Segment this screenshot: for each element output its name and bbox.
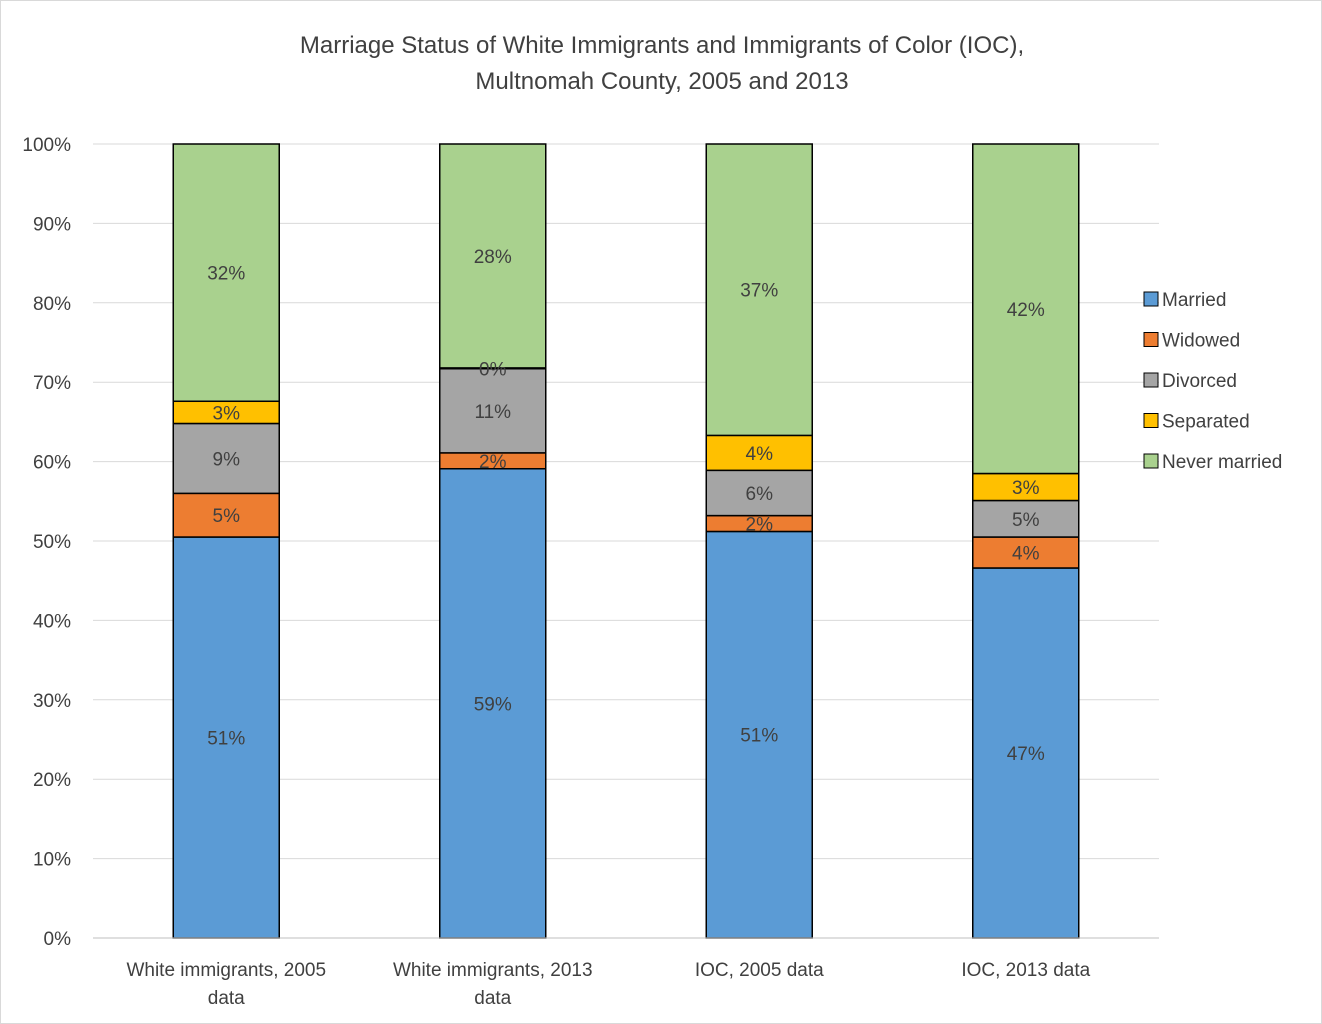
data-label-separated: 3% xyxy=(213,403,241,424)
x-category-label: IOC, 2013 data xyxy=(961,960,1090,981)
legend-swatch-separated xyxy=(1143,413,1159,428)
x-category-label: data xyxy=(474,988,511,1009)
data-label-separated: 4% xyxy=(746,444,774,465)
data-label-widowed: 5% xyxy=(213,506,241,527)
data-label-never-married: 37% xyxy=(740,281,778,302)
legend-item-never-married: Never married xyxy=(1143,452,1282,473)
data-label-separated: 3% xyxy=(1012,478,1040,499)
y-tick-label: 20% xyxy=(33,770,71,791)
data-label-divorced: 5% xyxy=(1012,510,1040,531)
bar-segment-separated xyxy=(972,472,1080,502)
x-category-label: White immigrants, 2005 xyxy=(126,960,326,981)
y-axis: 0% 10% 20% 30% 40% 50% 60% 70% 80% 90% 100% xyxy=(22,135,71,950)
legend-item-separated: Separated xyxy=(1143,412,1250,433)
data-label-married: 51% xyxy=(740,726,778,747)
legend-label-separated: Separated xyxy=(1162,412,1250,433)
data-label-widowed: 2% xyxy=(479,452,507,473)
chart-title-line-2: Multnomah County, 2005 and 2013 xyxy=(475,68,848,95)
bar-segment-never-married xyxy=(172,143,280,403)
legend-swatch-never-married xyxy=(1143,453,1159,469)
y-tick-label: 0% xyxy=(44,929,72,950)
bar-segment-widowed xyxy=(972,536,1080,569)
data-label-widowed: 2% xyxy=(746,515,774,536)
y-tick-label: 40% xyxy=(33,611,71,632)
y-tick-label: 10% xyxy=(33,850,71,871)
bar-segment-married xyxy=(172,536,280,939)
data-labels: 51% 5% 9% 3% 32% 59% 2% 11% 0% 28% 51% 2% 6% 4% 37% 47%… xyxy=(207,247,1045,765)
y-tick-label: 50% xyxy=(33,532,71,553)
legend-label-never-married: Never married xyxy=(1162,452,1282,473)
y-tick-label: 100% xyxy=(22,135,71,156)
x-category-label: IOC, 2005 data xyxy=(695,960,824,981)
x-category-label: data xyxy=(208,988,245,1009)
data-label-widowed: 4% xyxy=(1012,544,1040,565)
legend-item-widowed: Widowed xyxy=(1143,331,1240,352)
legend-item-divorced: Divorced xyxy=(1143,371,1237,392)
chart-title: Marriage Status of White Immigrants and … xyxy=(300,32,1024,95)
y-tick-label: 90% xyxy=(33,214,71,235)
bar-segment-married xyxy=(439,467,547,939)
legend-swatch-divorced xyxy=(1143,372,1159,388)
bar-segment-divorced xyxy=(972,499,1080,538)
bar-segment-divorced xyxy=(439,367,547,454)
bar-segment-widowed xyxy=(172,492,280,538)
data-label-divorced: 11% xyxy=(474,402,511,423)
data-label-married: 47% xyxy=(1007,744,1045,765)
bar-segment-never-married xyxy=(972,143,1080,475)
data-label-never-married: 42% xyxy=(1007,300,1045,321)
data-label-separated: 0% xyxy=(479,359,507,380)
x-axis: White immigrants, 2005 data White immigran… xyxy=(93,937,1159,1009)
data-label-married: 59% xyxy=(474,694,512,715)
data-label-divorced: 9% xyxy=(213,449,241,470)
legend-swatch-married xyxy=(1143,291,1159,307)
y-tick-label: 30% xyxy=(33,691,71,712)
bar-segment-married xyxy=(972,567,1080,939)
legend-swatch-widowed xyxy=(1143,332,1159,347)
data-label-never-married: 32% xyxy=(207,264,245,285)
legend-label-divorced: Divorced xyxy=(1162,371,1237,392)
y-tick-label: 60% xyxy=(33,453,71,474)
chart-title-line-1: Marriage Status of White Immigrants and … xyxy=(300,32,1024,59)
data-label-married: 51% xyxy=(207,729,245,750)
bar-segment-separated xyxy=(705,434,813,472)
bars xyxy=(172,143,1080,939)
legend-label-married: Married xyxy=(1162,290,1226,311)
y-tick-label: 80% xyxy=(33,294,71,315)
data-label-divorced: 6% xyxy=(746,484,774,505)
bar-segment-married xyxy=(705,530,813,939)
bar-segment-never-married xyxy=(705,143,813,437)
legend-label-widowed: Widowed xyxy=(1162,331,1240,352)
bar-segment-divorced xyxy=(172,422,280,495)
data-label-never-married: 28% xyxy=(474,247,512,268)
legend: Married Widowed Divorced Separated Never mar… xyxy=(1143,290,1282,473)
bar-segment-never-married xyxy=(439,143,547,369)
legend-item-married: Married xyxy=(1143,290,1226,311)
y-tick-label: 70% xyxy=(33,373,71,394)
x-category-label: White immigrants, 2013 xyxy=(393,960,593,981)
